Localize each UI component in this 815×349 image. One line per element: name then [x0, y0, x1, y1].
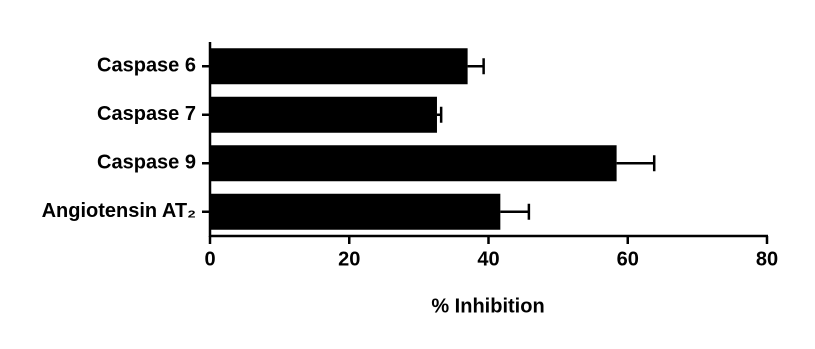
- x-tick-label: 40: [477, 248, 499, 270]
- y-tick-label: Angiotensin AT₂: [42, 200, 196, 222]
- y-tick-label: Caspase 9: [97, 152, 196, 174]
- bar: [210, 48, 468, 85]
- x-tick-label: 20: [338, 248, 360, 270]
- x-tick-label: 60: [617, 248, 639, 270]
- x-axis-label: % Inhibition: [431, 295, 544, 317]
- bar: [210, 145, 617, 182]
- y-tick-label: Caspase 7: [97, 103, 196, 125]
- bar: [210, 96, 437, 133]
- x-tick-label: 0: [204, 248, 215, 270]
- y-tick-label: Caspase 6: [97, 55, 196, 77]
- x-tick-label: 80: [756, 248, 778, 270]
- bar: [210, 193, 501, 230]
